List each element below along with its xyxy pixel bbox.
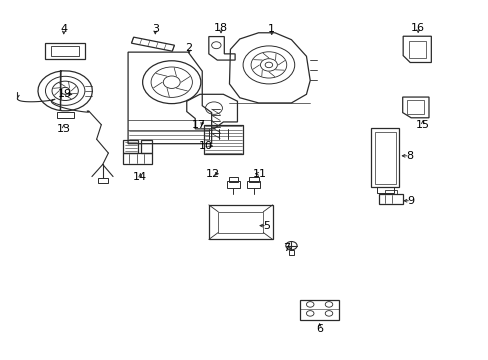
Bar [288,250,294,255]
Text: 2: 2 [185,42,192,53]
Text: 17: 17 [191,120,205,130]
Text: 5: 5 [263,221,270,231]
Bar [385,190,396,194]
Text: 8: 8 [406,151,412,161]
Bar [98,178,108,183]
Bar [249,177,258,182]
Text: 12: 12 [205,169,219,179]
Bar [57,112,74,118]
Text: 16: 16 [410,23,425,33]
Bar [51,46,79,56]
Text: 3: 3 [151,24,159,33]
Bar [123,153,152,164]
Text: 6: 6 [315,324,323,334]
Bar [141,140,152,153]
Bar [226,181,239,188]
Bar [408,41,425,58]
Text: 4: 4 [60,24,67,33]
Text: 13: 13 [57,124,71,134]
Text: 9: 9 [407,196,414,206]
Bar [203,125,243,154]
Text: 18: 18 [214,23,227,33]
Bar [370,128,399,187]
Text: 19: 19 [58,89,72,99]
Bar [218,212,263,233]
Text: 11: 11 [252,169,266,179]
Bar [374,132,395,184]
Text: 15: 15 [415,120,429,130]
Bar [376,186,393,193]
Bar [379,194,402,204]
Text: 1: 1 [268,24,275,33]
Bar [247,181,260,188]
Bar [228,177,238,182]
Text: 10: 10 [199,141,213,151]
Bar [299,300,339,320]
Bar [45,43,85,59]
Bar [407,100,423,114]
Bar [123,140,138,153]
Text: 14: 14 [133,172,147,182]
Text: 7: 7 [283,243,290,253]
